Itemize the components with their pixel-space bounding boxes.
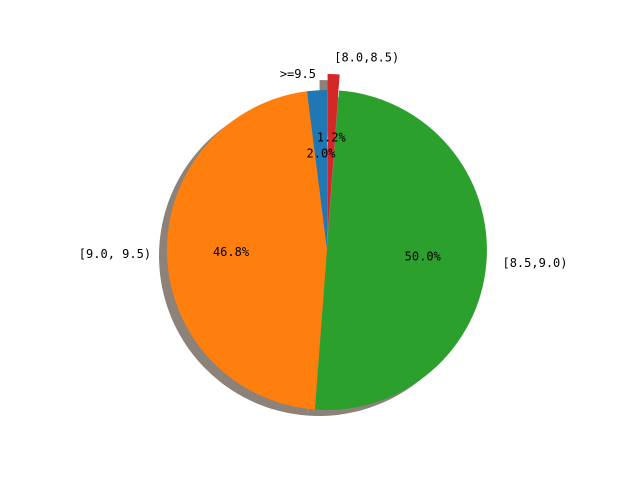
slice-9-5: [306, 90, 327, 250]
percent-label-9-0-9-5: 46.8%: [213, 245, 250, 259]
percent-label-8-5-9-0: 50.0%: [405, 250, 442, 264]
category-label-8-5-9-0: [8.5,9.0): [502, 256, 567, 270]
category-label-9-0-9-5: [9.0, 9.5): [79, 247, 151, 261]
category-label-9-5: >=9.5: [280, 67, 316, 81]
category-labels: >=9.5 [9.0, 9.5) [8.5,9.0) [8.0,8.5): [79, 51, 568, 270]
slice-9-0-9-5: [167, 91, 327, 410]
percent-label-9-5: 2.0%: [307, 147, 337, 161]
pie-wedges: [167, 74, 487, 410]
slice-8-5-9-0: [314, 90, 487, 410]
category-label-8-0-8-5: [8.0,8.5): [334, 51, 399, 65]
percent-label-8-0-8-5: 1.2%: [317, 131, 347, 145]
slice-8-0-8-5: [327, 74, 340, 235]
percent-labels: 2.0% 46.8% 50.0% 1.2%: [213, 131, 442, 264]
